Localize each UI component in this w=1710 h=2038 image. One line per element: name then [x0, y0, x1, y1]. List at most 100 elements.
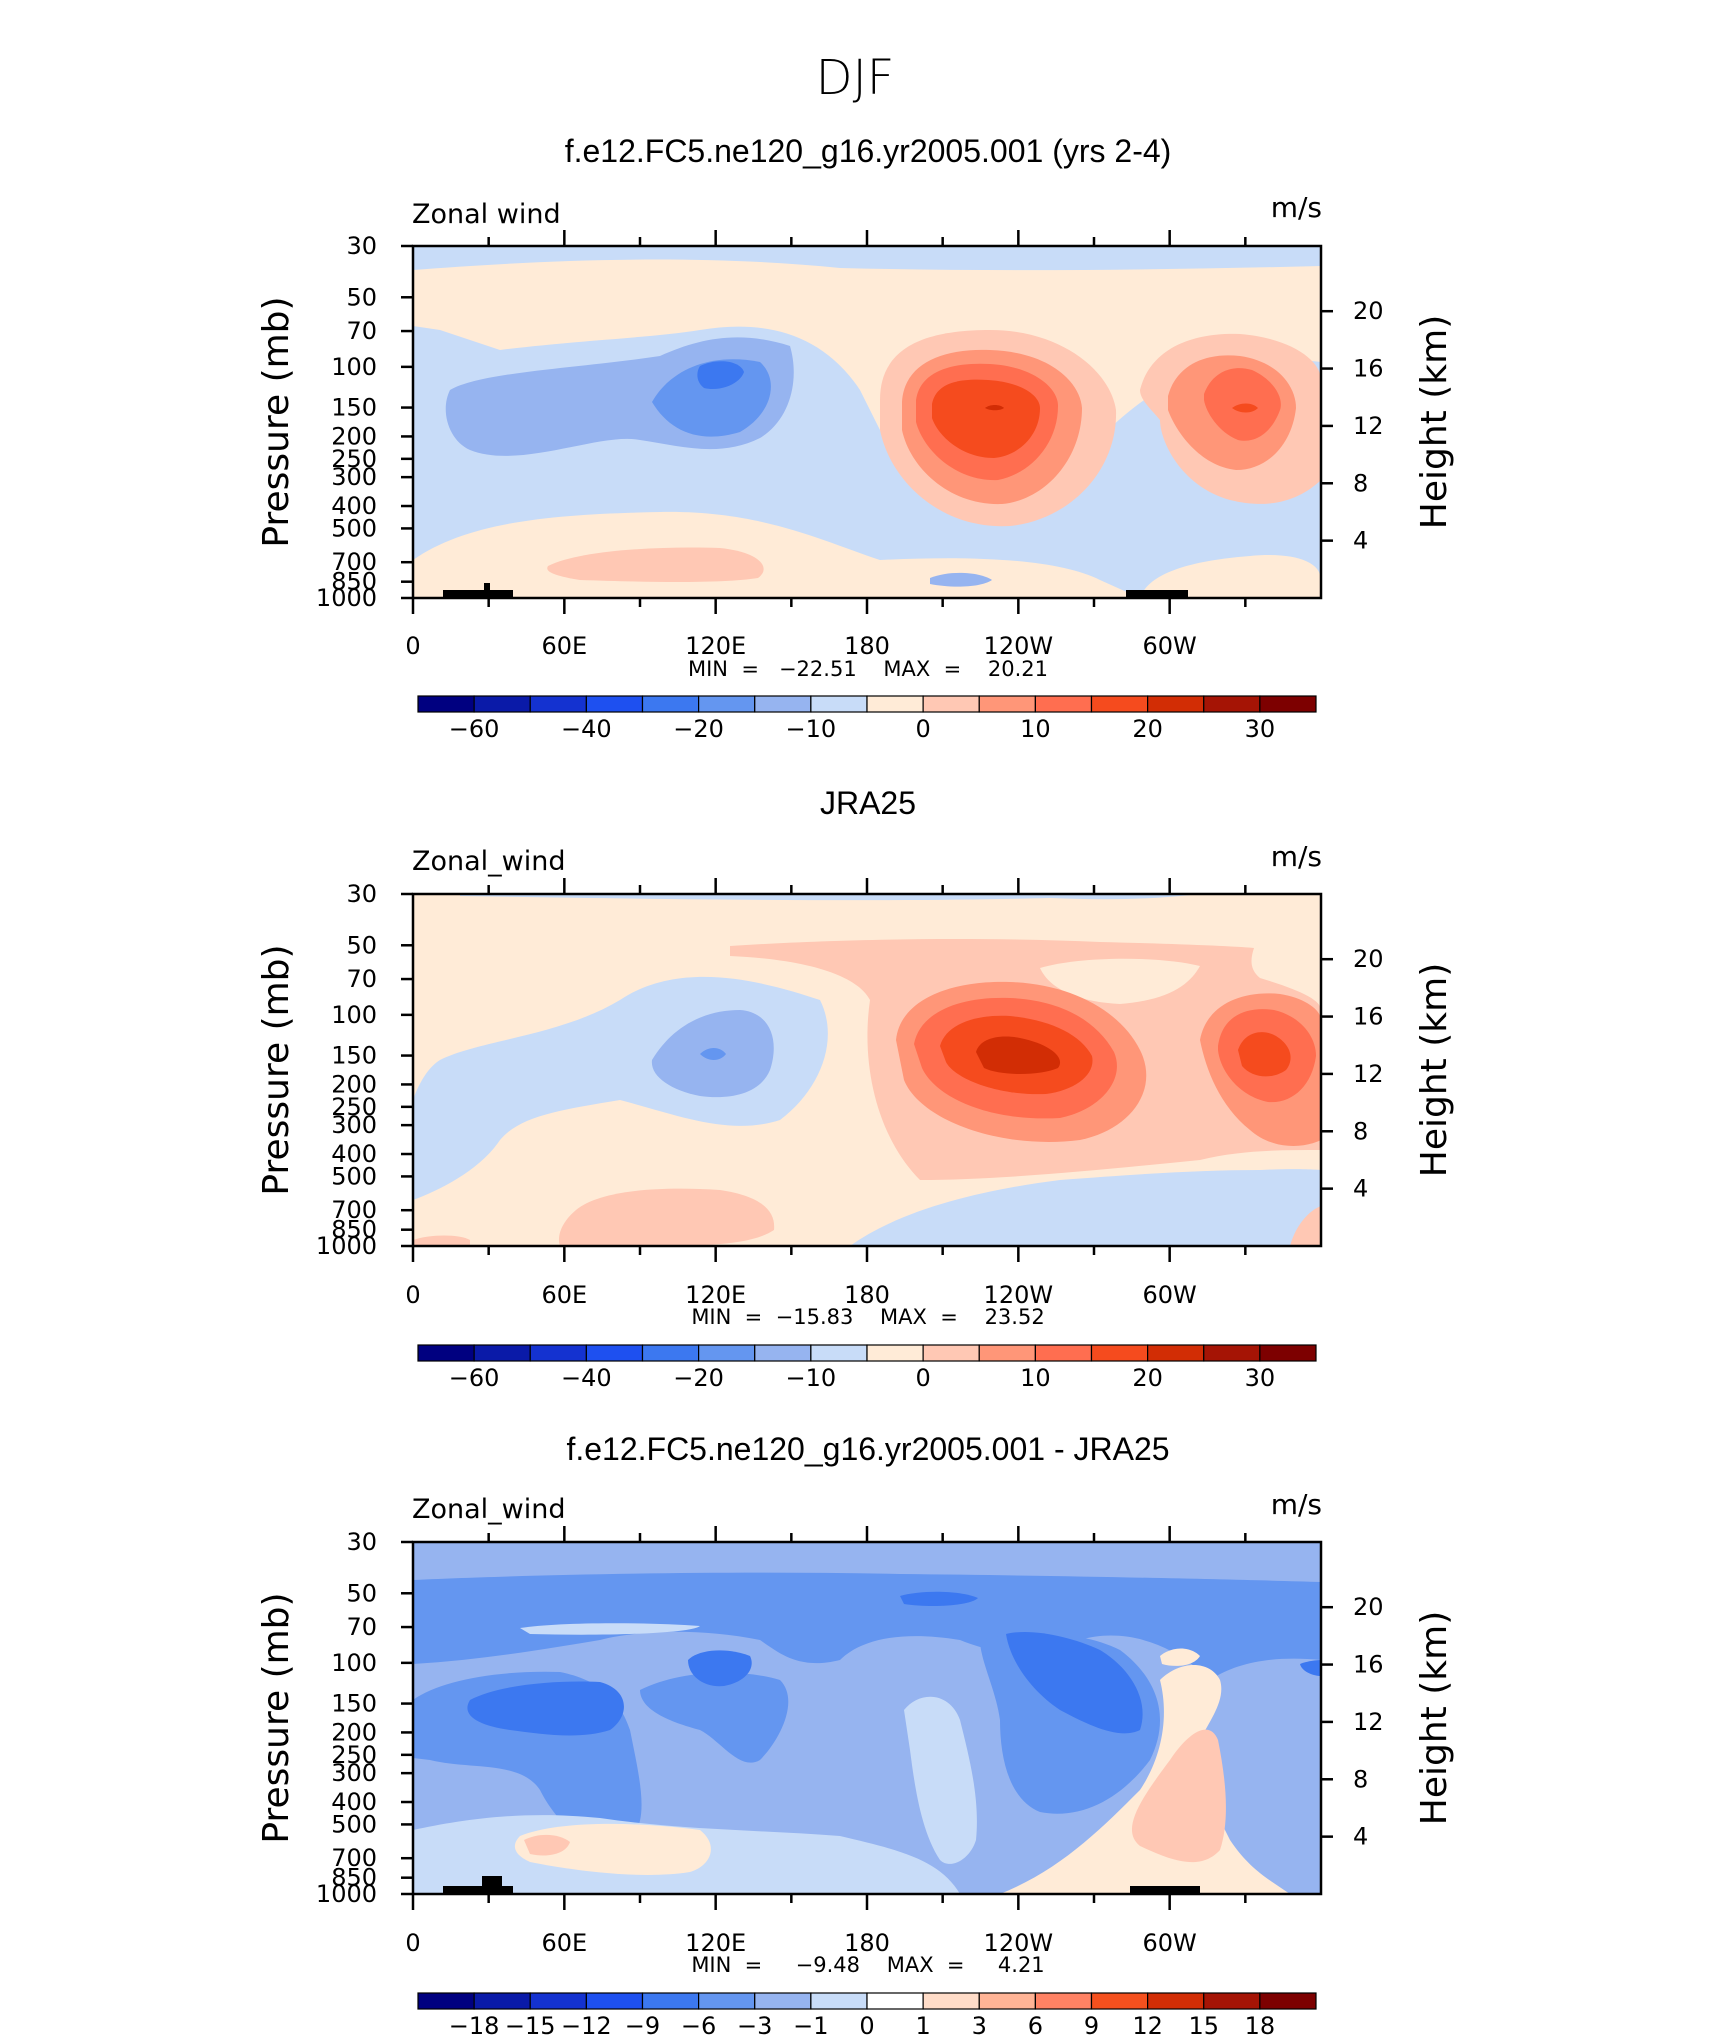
units-label: m/s [1271, 191, 1322, 224]
topography-peak [484, 583, 490, 598]
colorbar-swatch [1034, 695, 1093, 713]
y-tick-label: 100 [331, 1001, 377, 1029]
variable-label: Zonal_wind [412, 1494, 566, 1525]
strong-west [467, 1681, 624, 1736]
y2-tick-label: 20 [1353, 297, 1384, 325]
colorbar-label: −6 [681, 2012, 716, 2038]
colorbar-label: 20 [1132, 1364, 1163, 1392]
colorbar-swatch [1259, 1992, 1317, 2010]
topography-peak [482, 1876, 502, 1888]
colorbar-label: −10 [786, 715, 837, 743]
colorbar-swatch [1203, 1992, 1261, 2010]
colorbar-swatch [866, 695, 924, 713]
y2-tick-label: 20 [1353, 1593, 1384, 1621]
y-tick-label: 850 [331, 568, 377, 596]
colorbar-label: −18 [449, 2012, 500, 2038]
colorbar-label: 18 [1245, 2012, 1276, 2038]
positive-warm-mid [1160, 1648, 1200, 1666]
y-tick-label: 400 [331, 1788, 377, 1816]
jet-west-core [976, 1036, 1061, 1074]
colorbar-label: −12 [561, 2012, 612, 2038]
x-tick-label: 120E [685, 632, 746, 660]
x-tick-label: 120E [685, 1929, 746, 1957]
colorbar-swatch [810, 1344, 868, 1362]
colorbar-swatch [754, 1344, 812, 1362]
colorbar-swatch [978, 695, 1036, 713]
colorbar-swatch [641, 1992, 700, 2010]
colorbar-label: 30 [1245, 1364, 1276, 1392]
warm-patch-low-east [1140, 555, 1321, 598]
band-top-light [413, 1542, 1321, 1564]
band-upper [413, 1572, 1321, 1680]
variable-label: Zonal wind [412, 199, 561, 230]
y-tick-label: 70 [346, 965, 377, 993]
colorbar-label: −1 [793, 2012, 828, 2038]
positive-warm-west [514, 1823, 711, 1875]
y-tick-label: 30 [346, 232, 377, 260]
y-tick-label: 500 [331, 514, 377, 542]
colorbar-swatch [473, 1344, 531, 1362]
x-axis-ticks [401, 878, 1333, 1262]
y-tick-label: 70 [346, 317, 377, 345]
colorbar-label: 12 [1132, 2012, 1163, 2038]
easterly-lowlevel [930, 572, 992, 587]
colorbar-swatch [1203, 695, 1261, 713]
y2-tick-label: 4 [1353, 1175, 1368, 1203]
colorbar-swatch [417, 1344, 475, 1362]
x-tick-label: 180 [844, 1281, 890, 1309]
easterly-core [700, 1048, 726, 1060]
y-tick-label: 1000 [316, 1880, 377, 1908]
y2-tick-label: 12 [1353, 1060, 1384, 1088]
variable-label: Zonal_wind [412, 846, 566, 877]
y-tick-label: 200 [331, 1070, 377, 1098]
strong-east [1006, 1631, 1143, 1734]
colorbar-label: −9 [625, 2012, 660, 2038]
colorbar-swatch [529, 1344, 587, 1362]
colorbar-label: 15 [1188, 2012, 1219, 2038]
colorbar-label: 0 [915, 715, 930, 743]
strong-mid [688, 1650, 752, 1687]
y-tick-label: 700 [331, 1196, 377, 1224]
warm-band-lowlevel [547, 547, 764, 582]
y2-axis-label: Height (km) [1414, 963, 1455, 1177]
x-tick-label: 120W [984, 1281, 1054, 1309]
y-tick-label: 1000 [316, 1232, 377, 1260]
colorbar-swatch [866, 1992, 924, 2010]
colorbar-label: 6 [1028, 2012, 1043, 2038]
y-axis-label: Pressure (mb) [256, 1592, 297, 1843]
y-tick-label: 850 [331, 1216, 377, 1244]
colorbar-label: −20 [673, 1364, 724, 1392]
colorbar-swatch [810, 1992, 868, 2010]
colorbar-swatch [417, 695, 475, 713]
y-tick-label: 700 [331, 1844, 377, 1872]
colorbar-swatch [1259, 695, 1317, 713]
warm-low-east [1290, 1206, 1321, 1246]
colorbar-swatch [754, 695, 812, 713]
colorbar-label: −10 [786, 1364, 837, 1392]
y-tick-label: 500 [331, 1810, 377, 1838]
panel-title: f.e12.FC5.ne120_g16.yr2005.001 - JRA25 [566, 1431, 1169, 1467]
light-top-strip [520, 1623, 700, 1635]
units-label: m/s [1271, 1488, 1322, 1521]
x-tick-labels: 0 60E 120E 180 120W 60W [405, 1929, 1196, 1957]
light-central [904, 1696, 977, 1864]
y-tick-label: 70 [346, 1613, 377, 1641]
colorbar-swatch [1259, 1344, 1317, 1362]
y-tick-label: 300 [331, 463, 377, 491]
stats-text: MIN = −15.83 MAX = 23.52 [691, 1305, 1044, 1329]
x-tick-labels: 0 60E 120E 180 120W 60W [405, 632, 1196, 660]
contour-field [413, 246, 1321, 598]
panel-title: JRA25 [820, 785, 916, 821]
colorbar-label: 0 [915, 1364, 930, 1392]
colorbar-swatch [473, 1992, 531, 2010]
topography-africa [443, 590, 513, 598]
x-tick-label: 0 [405, 1281, 420, 1309]
y2-tick-label: 8 [1353, 1117, 1368, 1145]
colorbar-swatch [922, 1992, 980, 2010]
colorbar-label: 0 [859, 2012, 874, 2038]
y2-tick-label: 16 [1353, 1003, 1384, 1031]
y-tick-label: 1000 [316, 584, 377, 612]
y2-tick-label: 4 [1353, 527, 1368, 555]
